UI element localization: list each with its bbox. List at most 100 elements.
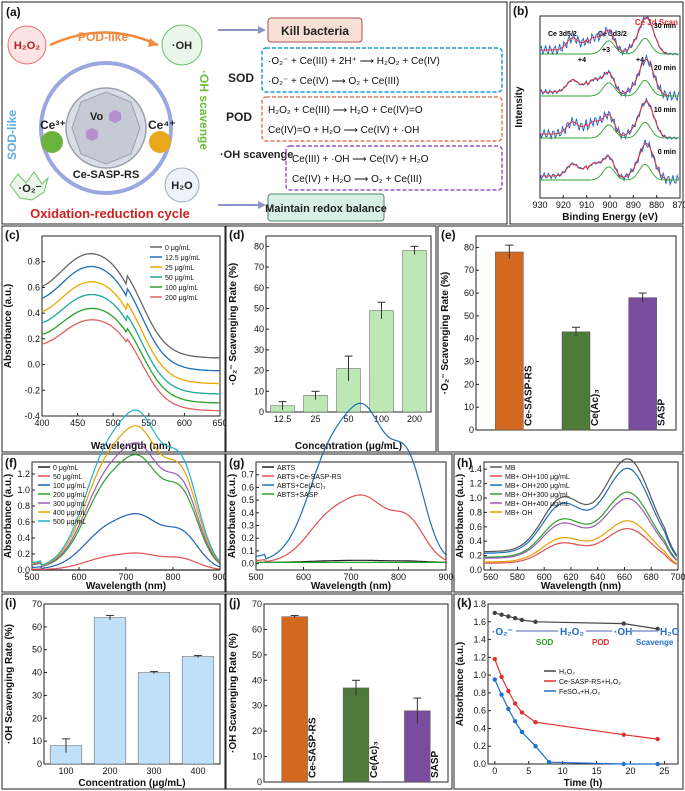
series-line — [484, 491, 678, 561]
h2o2-label: H₂O₂ — [14, 40, 40, 52]
panel-i-plot-area — [43, 603, 221, 765]
category-label: 25 — [310, 414, 320, 424]
bar — [181, 656, 215, 765]
series-line — [255, 402, 446, 560]
y-tick-label: 0.4 — [241, 508, 254, 518]
bar — [561, 331, 591, 431]
y-tick-label: 30 — [464, 357, 474, 367]
y-tick-label: 0.4 — [17, 533, 30, 543]
series-line — [484, 458, 678, 556]
pod-eq-1: H₂O₂ + Ce(III) ⟶ H₂O + Ce(IV)=O — [268, 105, 423, 116]
x-axis-label: Binding Energy (eV) — [562, 212, 658, 223]
bar — [402, 250, 427, 413]
x-tick-label: 700 — [118, 572, 133, 582]
vacancy-marker-1 — [109, 110, 121, 123]
data-point — [655, 761, 660, 767]
y-tick-label: 1.6 — [473, 617, 486, 627]
panel-g-label: (g) — [229, 456, 244, 470]
data-point — [492, 656, 497, 662]
data-point — [506, 614, 511, 619]
y-tick-label: -0.4 — [24, 411, 40, 421]
legend-entry: ABTS+Ce-SASP-RS — [277, 474, 342, 481]
series-line — [32, 552, 220, 571]
y-tick-label: 30 — [32, 690, 42, 700]
pod-label: POD — [226, 110, 252, 124]
series-line — [41, 265, 221, 372]
panel-k-plot-area — [487, 603, 679, 765]
x-tick-label: 700 — [670, 572, 685, 582]
y-tick-label: 70 — [464, 265, 474, 275]
x-tick-label: 680 — [644, 572, 659, 582]
legend-entry: 300 μg/mL — [53, 501, 86, 508]
legend-entry: 50 μg/mL — [165, 275, 194, 282]
x-tick-label: 600 — [177, 418, 192, 428]
panel-c-plot-area — [41, 235, 221, 417]
y-tick-label: 40 — [32, 668, 42, 678]
x-tick-label: 920 — [556, 200, 571, 210]
y-tick-label: 50 — [464, 311, 474, 321]
oh-label: ·OH — [172, 40, 192, 52]
x-tick-label: 930 — [532, 200, 547, 210]
panel-k-label: (k) — [457, 596, 472, 610]
data-point — [533, 744, 538, 749]
category-label: SASP — [657, 398, 668, 426]
y-tick-label: 70 — [32, 599, 42, 609]
y-tick-label: 60 — [32, 622, 42, 632]
x-tick-label: 500 — [248, 572, 263, 582]
x-tick-label: 800 — [391, 572, 406, 582]
xps-trace-label: 20 min — [654, 65, 676, 72]
series-line — [31, 425, 220, 567]
data-point — [655, 626, 660, 632]
panel-a-label: (a) — [6, 5, 21, 19]
x-axis-label: Wavelength (nm) — [86, 581, 166, 592]
data-point — [512, 719, 518, 724]
xps-fit-envelope — [540, 16, 679, 55]
y-tick-label: 1.0 — [469, 493, 482, 503]
xps-fit-envelope — [540, 58, 679, 97]
superoxide-burst — [9, 171, 50, 201]
panel-b: (b) 930 920 910 900 890 880 870 Binding Energy (… — [509, 1, 685, 225]
sod-box — [261, 47, 503, 93]
xps-annotation: +3 — [602, 47, 610, 54]
x-tick-label: 15 — [592, 766, 602, 776]
panel-a-schematic: (a) H₂O₂ ·OH POD-like Vo Ce-SASP-RS Ce³⁺… — [1, 1, 508, 225]
x-tick-label: 900 — [602, 200, 617, 210]
y-tick-label: 40 — [254, 324, 264, 334]
legend-entry: MB — [505, 465, 516, 472]
legend-entry: MB+·OH+100 μg/mL — [505, 474, 570, 481]
panel-g: (g)500 600 700 800 9000.00.10.20.30.40.50.60… — [225, 402, 454, 593]
y-tick-label: 80 — [254, 241, 264, 251]
legend-entry: FeSO₄+H₂O₂ — [559, 689, 600, 696]
category-label: Ce(Ac)₃ — [590, 389, 601, 426]
x-tick-label: 0 — [492, 766, 497, 776]
sod-label: SOD — [228, 71, 254, 85]
category-label: Ce-SASP-RS — [308, 717, 319, 778]
nanoparticle-name: Ce-SASP-RS — [73, 169, 140, 181]
data-point — [492, 677, 497, 682]
h2o2-bubble — [7, 25, 47, 65]
maintain-label: Maintain redox balance — [265, 203, 387, 215]
oh-bubble — [161, 24, 203, 66]
scheme-item: Scavenge — [636, 638, 674, 647]
panel-d: (d) 0 10 20 30 40 50 60 70 80 ·O₂⁻ Scavenging Rate… — [225, 225, 437, 453]
series-line — [31, 453, 220, 568]
redox-cycle-ring — [39, 61, 173, 195]
ce3-sphere — [41, 131, 63, 153]
y-axis-label: Absorbance (a.u.) — [3, 284, 14, 368]
series-line — [41, 281, 220, 385]
x-tick-label: 500 — [106, 418, 121, 428]
arrowhead-maintain — [258, 201, 266, 209]
oh-scavenge-side-label: ·OH scavenge — [197, 70, 211, 150]
y-tick-label: 0.2 — [473, 741, 486, 751]
y-axis-label: Absorbance (a.u.) — [3, 474, 14, 558]
ce3-label: Ce³⁺ — [40, 118, 66, 132]
x-axis-label: Wavelength (nm) — [311, 581, 391, 592]
series-line — [31, 442, 220, 567]
y-tick-label: 1.2 — [17, 469, 30, 479]
y-tick-label: 0.6 — [17, 517, 30, 527]
y-tick-label: 40 — [252, 675, 262, 685]
y-tick-label: 0 — [469, 425, 474, 435]
y-tick-label: 0.2 — [17, 549, 30, 559]
y-tick-label: 1.2 — [473, 652, 486, 662]
